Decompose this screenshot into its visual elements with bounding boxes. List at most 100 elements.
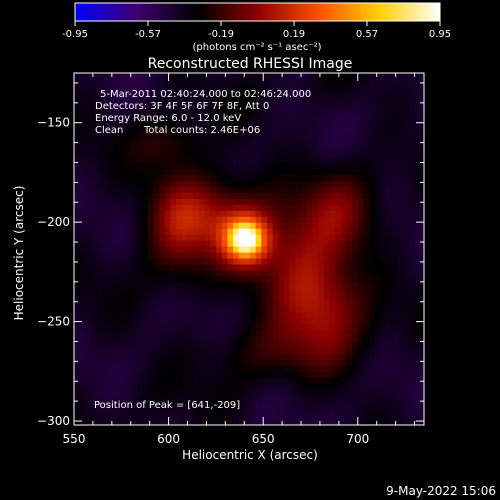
heatmap-cell (221, 180, 228, 187)
heatmap-cell (284, 413, 291, 420)
heatmap-cell (198, 132, 206, 140)
heatmap-cell (187, 108, 194, 116)
heatmap-cell (363, 389, 370, 396)
heatmap-cell (323, 377, 331, 384)
heatmap-cell (204, 156, 211, 164)
heatmap-cell (397, 216, 404, 223)
heatmap-cell (204, 275, 211, 283)
heatmap-cell (272, 407, 279, 414)
x-tick-label: 600 (157, 432, 180, 446)
heatmap-cell (147, 90, 155, 98)
heatmap-cell (272, 401, 279, 408)
heatmap-cell (284, 240, 291, 247)
heatmap-cell (113, 120, 121, 128)
heatmap-cell (79, 323, 86, 331)
heatmap-cell (159, 269, 166, 277)
heatmap-cell (306, 114, 313, 122)
heatmap-cell (363, 84, 370, 92)
heatmap-cell (176, 204, 183, 211)
heatmap-cell (159, 78, 166, 86)
heatmap-cell (397, 108, 404, 116)
heatmap-cell (147, 174, 155, 181)
heatmap-cell (301, 251, 308, 259)
heatmap-cell (374, 371, 382, 378)
heatmap-cell (289, 210, 296, 217)
heatmap-cell (380, 269, 387, 277)
heatmap-cell (204, 96, 211, 104)
heatmap-cell (102, 299, 109, 307)
heatmap-cell (391, 389, 399, 396)
heatmap-cell (215, 335, 223, 343)
heatmap-cell (113, 132, 121, 140)
heatmap-cell (363, 234, 370, 241)
heatmap-cell (244, 96, 251, 104)
heatmap-cell (187, 150, 194, 158)
heatmap-cell (74, 150, 81, 158)
heatmap-cell (232, 102, 240, 110)
heatmap-cell (79, 108, 86, 116)
heatmap-cell (181, 198, 189, 205)
heatmap-cell (102, 317, 109, 325)
heatmap-cell (113, 162, 121, 170)
heatmap-cell (408, 293, 416, 301)
heatmap-cell (363, 240, 370, 247)
heatmap-cell (335, 293, 342, 301)
heatmap-cell (108, 269, 115, 277)
heatmap-cell (329, 126, 336, 134)
heatmap-cell (215, 257, 223, 265)
heatmap-cell (374, 251, 382, 259)
heatmap-cell (295, 341, 302, 349)
heatmap-cell (153, 353, 160, 360)
heatmap-cell (397, 204, 404, 211)
heatmap-cell (136, 168, 143, 176)
heatmap-cell (295, 90, 302, 98)
heatmap-cell (363, 263, 370, 271)
heatmap-cell (91, 251, 98, 259)
heatmap-cell (125, 323, 132, 331)
heatmap-cell (323, 275, 331, 283)
heatmap-cell (255, 257, 262, 265)
heatmap-cell (244, 395, 251, 402)
heatmap-cell (261, 246, 268, 253)
heatmap-cell (261, 186, 268, 193)
heatmap-cell (187, 192, 194, 199)
heatmap-cell (255, 240, 262, 247)
heatmap-cell (198, 353, 206, 360)
heatmap-cell (193, 257, 200, 265)
heatmap-cell (397, 389, 404, 396)
heatmap-cell (374, 204, 382, 211)
heatmap-cell (323, 293, 331, 301)
heatmap-cell (261, 365, 268, 372)
heatmap-cell (102, 347, 109, 355)
heatmap-cell (187, 359, 194, 366)
heatmap-cell (210, 407, 217, 414)
heatmap-cell (198, 204, 206, 211)
heatmap-cell (414, 186, 421, 193)
heatmap-cell (130, 90, 138, 98)
heatmap-cell (391, 311, 399, 319)
heatmap-cell (170, 246, 177, 253)
heatmap-cell (295, 281, 302, 289)
heatmap-cell (130, 216, 138, 223)
heatmap-cell (119, 317, 126, 325)
heatmap-cell (284, 174, 291, 181)
heatmap-cell (249, 383, 257, 390)
heatmap-cell (215, 251, 223, 259)
heatmap-cell (363, 138, 370, 146)
heatmap-cell (312, 359, 319, 366)
heatmap-cell (340, 132, 348, 140)
heatmap-cell (306, 120, 313, 128)
heatmap-cell (397, 114, 404, 122)
heatmap-cell (323, 132, 331, 140)
heatmap-cell (261, 204, 268, 211)
heatmap-cell (74, 341, 81, 349)
heatmap-cell (323, 323, 331, 331)
heatmap-cell (108, 395, 115, 402)
heatmap-cell (352, 323, 359, 331)
heatmap-cell (74, 299, 81, 307)
heatmap-cell (187, 413, 194, 420)
heatmap-cell (113, 263, 121, 271)
heatmap-cell (204, 162, 211, 170)
heatmap-cell (164, 174, 172, 181)
heatmap-cell (181, 257, 189, 265)
